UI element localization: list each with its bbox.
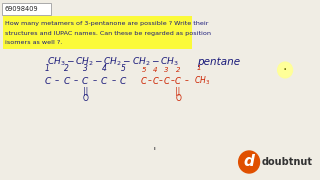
- Circle shape: [277, 62, 293, 78]
- Text: C: C: [175, 76, 181, 86]
- Text: structures and IUPAC names. Can these be regarded as position: structures and IUPAC names. Can these be…: [5, 30, 211, 35]
- Text: pentane: pentane: [197, 57, 240, 67]
- Text: –: –: [159, 76, 163, 86]
- FancyBboxPatch shape: [2, 3, 51, 15]
- Text: isomers as well ?.: isomers as well ?.: [5, 40, 62, 45]
- Text: $CH_3$: $CH_3$: [194, 75, 210, 87]
- Text: C: C: [101, 76, 107, 86]
- Text: 3: 3: [83, 64, 88, 73]
- Text: d: d: [244, 154, 254, 170]
- Text: –: –: [171, 76, 174, 86]
- Text: O: O: [175, 94, 181, 103]
- Text: –: –: [112, 76, 116, 86]
- Text: –: –: [92, 76, 97, 86]
- Text: C: C: [82, 76, 88, 86]
- Text: 69098409: 69098409: [5, 6, 38, 12]
- Text: ·: ·: [283, 63, 287, 77]
- Text: 2: 2: [176, 67, 180, 73]
- Text: 1: 1: [45, 64, 50, 73]
- Text: C: C: [120, 76, 126, 86]
- Text: –: –: [185, 76, 188, 86]
- Text: –: –: [55, 76, 59, 86]
- Circle shape: [239, 151, 260, 173]
- Text: C: C: [152, 76, 158, 86]
- FancyBboxPatch shape: [3, 16, 192, 49]
- Text: ': ': [153, 145, 156, 159]
- Text: 2: 2: [64, 64, 69, 73]
- Text: C: C: [141, 76, 147, 86]
- Text: 1: 1: [197, 65, 201, 71]
- Text: doubtnut: doubtnut: [261, 157, 312, 167]
- Text: 4: 4: [153, 67, 157, 73]
- Text: 5: 5: [142, 67, 146, 73]
- Text: C: C: [44, 76, 51, 86]
- Text: How many metamers of 3-pentanone are possible ? Write their: How many metamers of 3-pentanone are pos…: [5, 21, 208, 26]
- Text: 5: 5: [121, 64, 125, 73]
- Text: O: O: [82, 94, 88, 103]
- Text: C: C: [63, 76, 69, 86]
- Text: $\mathit{CH_3 - CH_2 - CH_2 - CH_2 - CH_3}$: $\mathit{CH_3 - CH_2 - CH_2 - CH_2 - CH_…: [47, 56, 179, 68]
- Text: –: –: [74, 76, 78, 86]
- Text: C: C: [164, 76, 170, 86]
- Text: –: –: [148, 76, 152, 86]
- Text: 3: 3: [164, 67, 169, 73]
- Text: ||: ||: [175, 87, 181, 96]
- Text: 4: 4: [102, 64, 107, 73]
- Text: ||: ||: [83, 87, 88, 96]
